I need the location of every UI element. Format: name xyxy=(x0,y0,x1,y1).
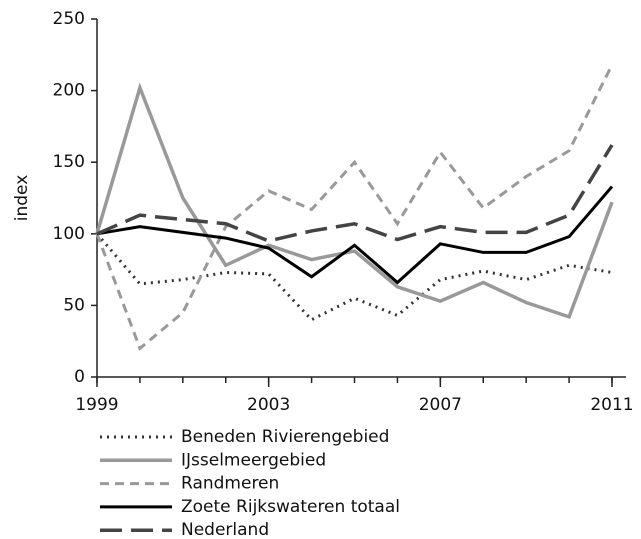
x-tick-label: 2011 xyxy=(590,395,633,415)
legend-label: Beneden Rivierengebied xyxy=(181,427,389,447)
series-line xyxy=(96,185,614,285)
y-axis-label: index xyxy=(12,175,32,222)
y-tick-label: 0 xyxy=(74,367,85,387)
legend-label: Randmeren xyxy=(181,474,279,494)
series-line xyxy=(95,82,614,320)
legend-label: Nederland xyxy=(181,520,269,539)
y-tick-label: 250 xyxy=(53,9,85,29)
x-tick-label: 1999 xyxy=(75,395,118,415)
y-tick-label: 150 xyxy=(53,152,85,172)
x-tick-label: 2007 xyxy=(419,395,462,415)
legend-label: Zoete Rijkswateren totaal xyxy=(181,497,400,517)
y-tick-label: 50 xyxy=(63,295,85,315)
y-tick-label: 100 xyxy=(53,224,85,244)
y-tick-label: 200 xyxy=(53,81,85,101)
x-tick-label: 2003 xyxy=(247,395,290,415)
series-line xyxy=(95,64,614,351)
series-line xyxy=(96,144,614,243)
legend-label: IJsselmeergebied xyxy=(181,450,326,470)
